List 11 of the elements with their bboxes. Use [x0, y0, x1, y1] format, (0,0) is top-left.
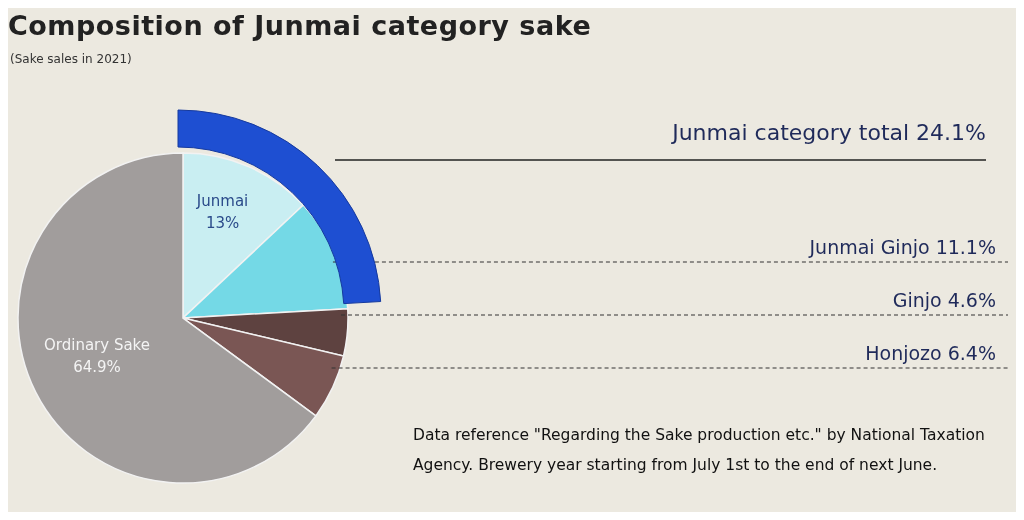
slice-label: Junmai — [195, 192, 249, 211]
slice-label: Ginjo 4.6% — [892, 289, 996, 311]
data-label: 13% — [205, 214, 240, 233]
text: Data reference "Regarding the Sake production etc." by National Taxation Agency. Brewery year starting from July 1st to the end of next June. — [413, 425, 986, 476]
slice-label: Honjozo 6.4% — [865, 342, 996, 364]
chart-subtitle: (Sake sales in 2021) — [10, 52, 132, 66]
slice-label: Ordinary Sake — [44, 335, 151, 354]
text: Junmai category total 24.1% — [672, 120, 986, 145]
chart-title: Composition of Junmai category sake — [8, 10, 592, 41]
slice-label: Junmai Ginjo 11.1% — [808, 236, 996, 258]
data-label: 64.9% — [73, 357, 121, 376]
